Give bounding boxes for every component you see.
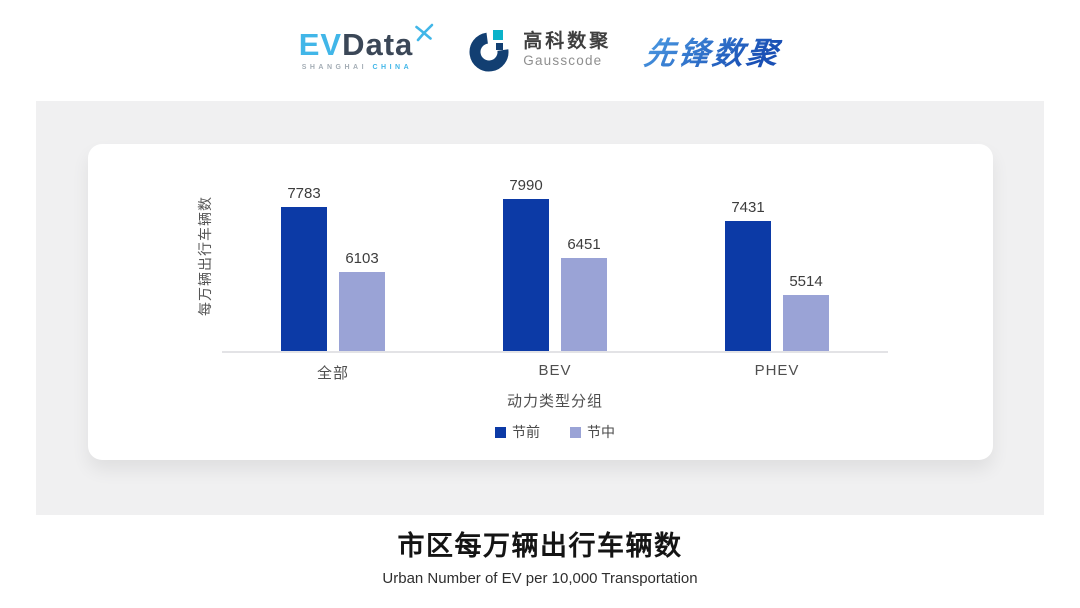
- bar-column: 7990: [503, 177, 549, 353]
- bar-group-全部: 7783 6103: [222, 160, 444, 353]
- bar-value-label: 7990: [509, 177, 543, 194]
- bar-group-PHEV: 7431 5514: [666, 160, 888, 353]
- xianfeng-logo: 先锋数聚: [642, 28, 784, 73]
- chart-area: 7783 6103 7990 6451 7431 5514 全部 BEV PHEV 动力类型分…: [222, 160, 888, 442]
- bar-节前-BEV: [503, 199, 549, 353]
- bar-column: 6103: [339, 250, 385, 353]
- legend-swatch-icon: [495, 426, 506, 438]
- legend-swatch-icon: [570, 426, 581, 438]
- bar-value-label: 7431: [731, 199, 765, 216]
- legend-label: 节中: [587, 424, 615, 440]
- bar-column: 5514: [783, 273, 829, 353]
- bar-节中-BEV: [561, 258, 607, 353]
- sparkle-x-icon: [415, 23, 434, 42]
- bar-节前-PHEV: [725, 221, 771, 353]
- evdata-subtitle: SHANGHAI CHINA: [299, 64, 435, 71]
- bar-value-label: 7783: [287, 185, 321, 202]
- legend-item-节中: 节中: [570, 422, 615, 442]
- category-axis: 全部 BEV PHEV: [222, 353, 888, 383]
- evdata-wordmark: EV Data: [298, 23, 435, 62]
- category-label-BEV: BEV: [538, 362, 572, 379]
- bar-节前-全部: [281, 207, 327, 353]
- bar-column: 7431: [725, 199, 771, 353]
- page: EV Data SHANGHAI CHINA 高科数聚 Gausscode 先锋数…: [0, 0, 1080, 587]
- evdata-ev-text: EV: [298, 27, 343, 62]
- chart-panel: 每万辆出行车辆数 7783 6103 7990 6451 7431 5514 全部 BEV P…: [36, 101, 1044, 515]
- evdata-data-text: Data: [342, 27, 414, 62]
- legend-label: 节前: [512, 424, 540, 440]
- bar-column: 7783: [281, 185, 327, 353]
- bar-节中-PHEV: [783, 295, 829, 353]
- y-axis-label: 每万辆出行车辆数: [197, 196, 213, 316]
- footer: 市区每万辆出行车辆数 Urban Number of EV per 10,000…: [0, 524, 1080, 587]
- gausscode-cn-text: 高科数聚: [523, 31, 612, 53]
- bar-value-label: 6451: [567, 236, 601, 253]
- bar-value-label: 5514: [789, 273, 823, 290]
- evdata-logo: EV Data SHANGHAI CHINA: [298, 23, 435, 71]
- category-label-PHEV: PHEV: [754, 362, 800, 379]
- x-axis-label: 动力类型分组: [506, 393, 603, 410]
- gausscode-text: 高科数聚 Gausscode: [523, 31, 611, 68]
- legend-item-节前: 节前: [495, 422, 540, 442]
- gausscode-g-icon: [469, 30, 509, 72]
- plot-area: 7783 6103 7990 6451 7431 5514: [222, 160, 888, 353]
- bar-节中-全部: [339, 272, 385, 353]
- evdata-china-text: CHINA: [372, 64, 413, 71]
- chart-title: 市区每万辆出行车辆数: [397, 531, 683, 561]
- bar-column: 6451: [561, 236, 607, 353]
- header-logos: EV Data SHANGHAI CHINA 高科数聚 Gausscode 先锋数…: [0, 0, 1080, 100]
- bar-group-BEV: 7990 6451: [444, 160, 666, 353]
- chart-subtitle: Urban Number of EV per 10,000 Transporta…: [382, 570, 698, 587]
- bar-value-label: 6103: [345, 250, 379, 267]
- legend: 节前 节中: [222, 422, 888, 442]
- evdata-shanghai-text: SHANGHAI: [301, 64, 368, 71]
- gausscode-en-text: Gausscode: [523, 53, 603, 69]
- gausscode-logo: 高科数聚 Gausscode: [468, 27, 611, 73]
- category-label-全部: 全部: [316, 365, 349, 382]
- chart-card: 每万辆出行车辆数 7783 6103 7990 6451 7431 5514 全部 BEV P…: [88, 144, 993, 460]
- x-axis-line: [222, 351, 888, 353]
